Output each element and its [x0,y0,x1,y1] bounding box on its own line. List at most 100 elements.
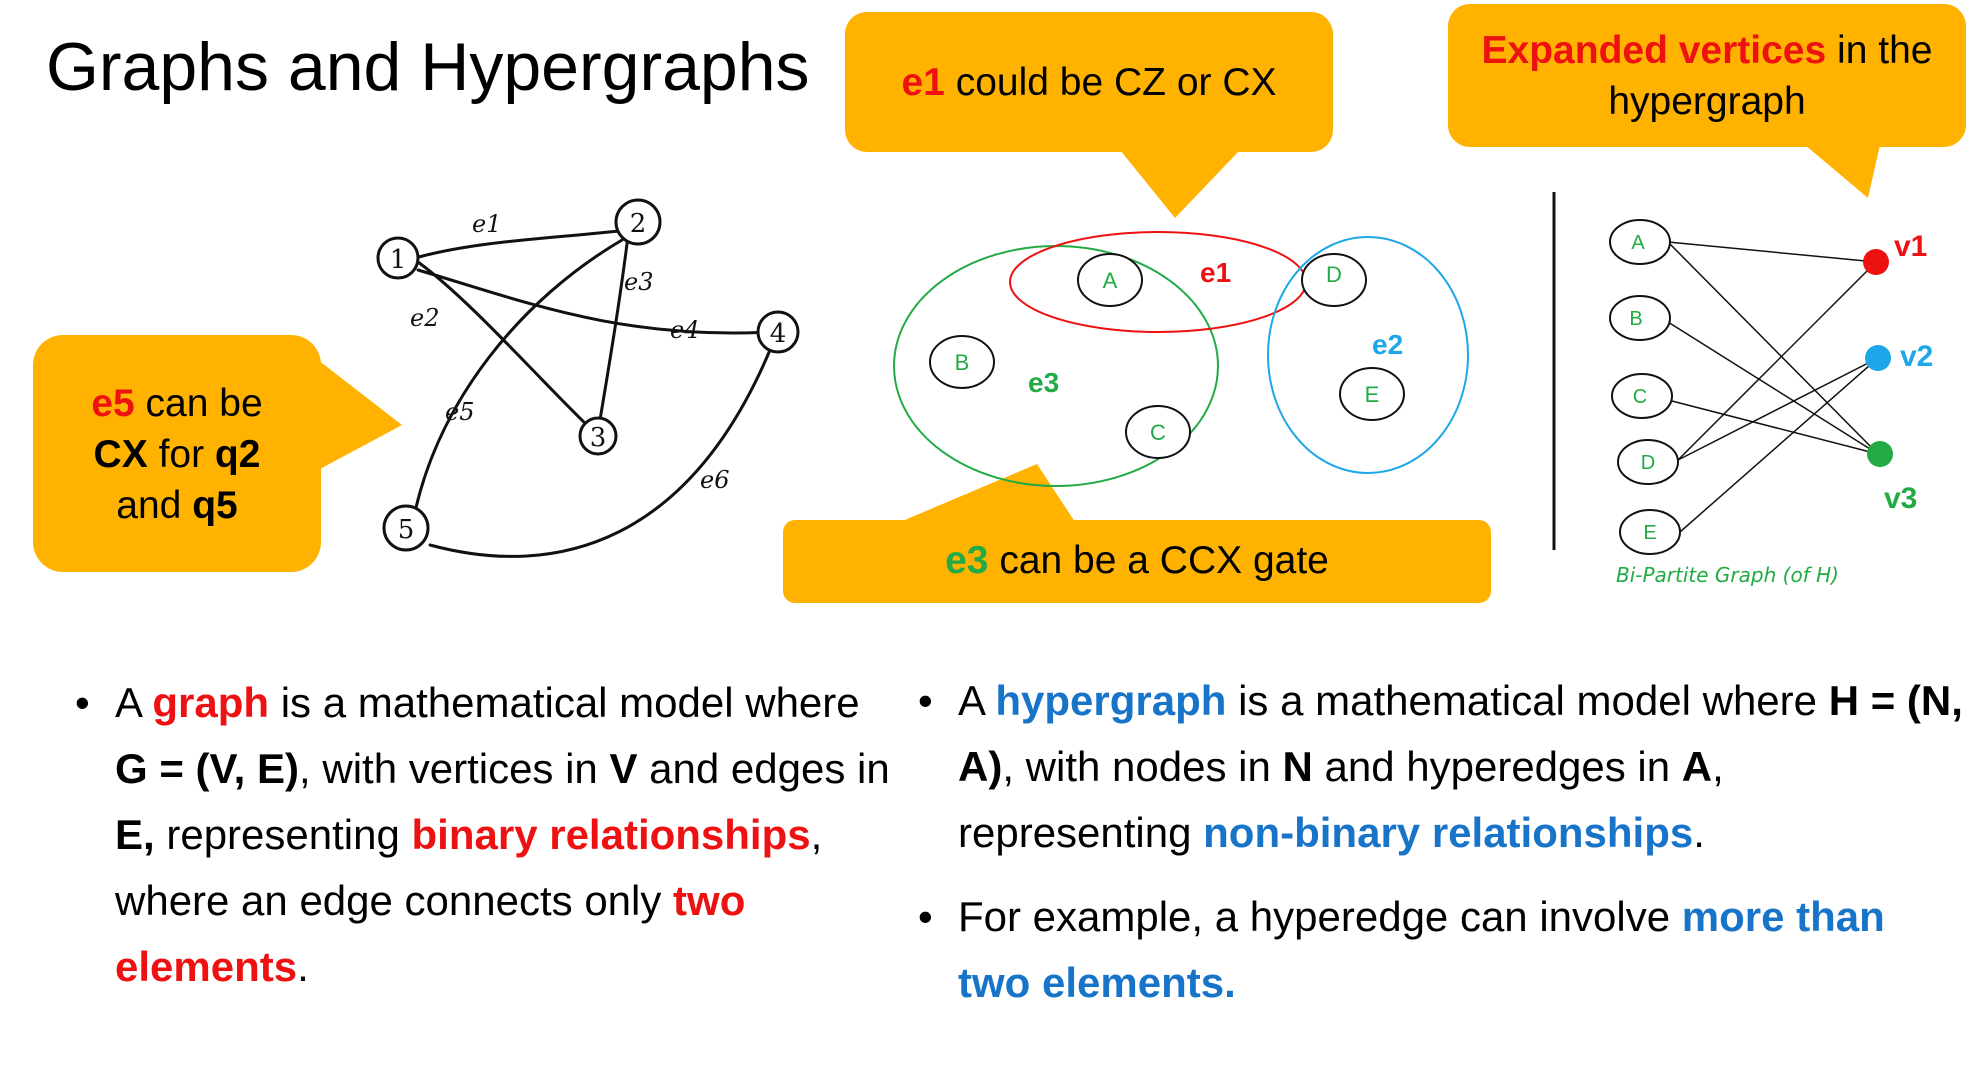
bullet-text: . [1693,809,1705,856]
callout-e5-text: e5 can be CX for q2 and q5 [33,378,321,531]
bullet-text: , with nodes in [1002,743,1283,790]
hyperedge-label: e1 [1200,257,1231,288]
callout-e5-q2: q2 [214,433,261,476]
callout-e1-tag: e1 [901,61,945,104]
graph-edge [413,228,630,260]
bullet-text: , representing [958,743,1724,856]
graph-node-3 [578,416,618,456]
callout-e3-body: can be a CCX gate [988,539,1329,582]
bipartite-node-C [1611,373,1673,419]
graph-edge [598,234,630,422]
callout-e3-text: e3 can be a CCX gate [783,535,1491,586]
bipartite-node-label: B [1629,308,1642,330]
graph-node-2 [614,198,662,246]
graph-node-4 [756,310,800,354]
graph-node-label: 5 [398,515,415,545]
graph-edge-label: e3 [624,268,653,296]
bipartite-node-v2 [1865,345,1891,371]
term-graph: graph [152,679,270,726]
graph-node-label: 4 [770,319,787,349]
graph-node-5 [382,504,430,552]
callout-expanded-body2: hypergraph [1608,80,1806,123]
callout-e5-body1: can be [134,382,263,425]
hypergraph-nodes [929,253,1405,459]
hyper-node-label: B [955,350,970,375]
graph-edge [413,238,624,514]
bullet-text: and edges in [637,745,890,792]
hyper-node-D [1301,253,1367,307]
graph-node-label: 1 [390,245,407,275]
callout-e5-and: and [116,484,193,527]
graph-edge [416,268,772,335]
graph-node-label: 2 [630,209,647,239]
callout-e5-for: for [147,433,215,476]
bullet-text: and hyperedges in [1312,743,1682,790]
symbol-a: A [1681,743,1713,790]
hyperedge-e1 [1009,231,1307,333]
bipartite-caption: Bi-Partite Graph (of H) [1616,563,1839,587]
left-bullets: A graph is a mathematical model where G … [75,670,895,1018]
bullet-text: , with vertices in [299,745,610,792]
bullet-text: A [958,677,996,724]
callout-e3-shape [783,464,1491,603]
graph-node-1 [376,236,420,280]
callout-e3-tag: e3 [945,539,989,582]
bipartite-node-label: C [1633,386,1647,408]
term-hypergraph: hypergraph [995,677,1227,724]
bipartite-node-label: v1 [1894,230,1927,263]
bipartite-node-B [1609,295,1671,341]
graph-edge [428,348,772,558]
hyperedge-label: e2 [1372,329,1403,360]
bullet-graph-definition: A graph is a mathematical model where G … [75,670,895,1000]
bipartite-node-D [1617,439,1679,485]
graph-nodes [376,198,800,552]
term-more-than-two: more than two elements. [958,893,1885,1006]
hypergraph-drawing [893,231,1469,487]
bullet-text: . [297,943,309,990]
callout-e5-tag: e5 [91,382,135,425]
term-non-binary-relationships: non-binary relationships [1203,809,1694,856]
callout-e1-text: e1 could be CZ or CX [845,57,1333,108]
graph-edge-label: e5 [445,398,474,426]
bipartite-edges [1667,241,1879,533]
bipartite-node-A [1609,219,1671,265]
callout-e5-cx: CX [93,433,148,476]
bipartite-left-nodes [1609,219,1681,555]
bullet-text: , where an edge connects only [115,811,823,924]
graph-drawing [413,228,772,558]
term-two-elements: two elements [115,877,746,990]
term-binary-relationships: binary relationships [411,811,811,858]
bipartite-right-nodes [1863,249,1893,467]
symbol-v: V [609,745,638,792]
bullet-hypergraph-definition: A hypergraph is a mathematical model whe… [918,668,1968,866]
hyper-node-E [1339,367,1405,421]
bipartite-node-v3 [1867,441,1893,467]
bullet-text: A [115,679,153,726]
bipartite-node-v1 [1863,249,1889,275]
callout-expanded-tag: Expanded vertices [1481,29,1827,72]
bipartite-node-label: A [1631,232,1645,254]
bullet-text: is a mathematical model where [1226,677,1829,724]
bipartite-node-E [1619,509,1681,555]
graph-node-label: 3 [590,423,607,453]
hyper-node-label: E [1365,382,1380,407]
bipartite-node-label: D [1641,452,1655,474]
bullet-text: For example, a hyperedge can involve [958,893,1682,940]
callout-expanded-shape [1448,4,1966,198]
hyper-node-label: A [1103,268,1118,293]
callout-e1-shape [845,12,1333,218]
hyper-node-label: C [1150,420,1166,445]
graph-edge-label: e6 [700,466,729,494]
formula-g: G = (V, E) [115,745,300,792]
graph-edge-label: e2 [410,304,439,332]
page-title: Graphs and Hypergraphs [46,29,810,105]
formula-h: H = (N, A) [958,677,1963,790]
callout-e5-q5: q5 [192,484,238,527]
hyper-node-C [1125,405,1191,459]
hyperedge-label: e3 [1028,367,1059,398]
bipartite-node-label: E [1643,522,1656,544]
right-bullets: A hypergraph is a mathematical model whe… [918,668,1968,1034]
graph-edge-label: e1 [472,210,501,238]
bullet-text: is a mathematical model where [269,679,860,726]
